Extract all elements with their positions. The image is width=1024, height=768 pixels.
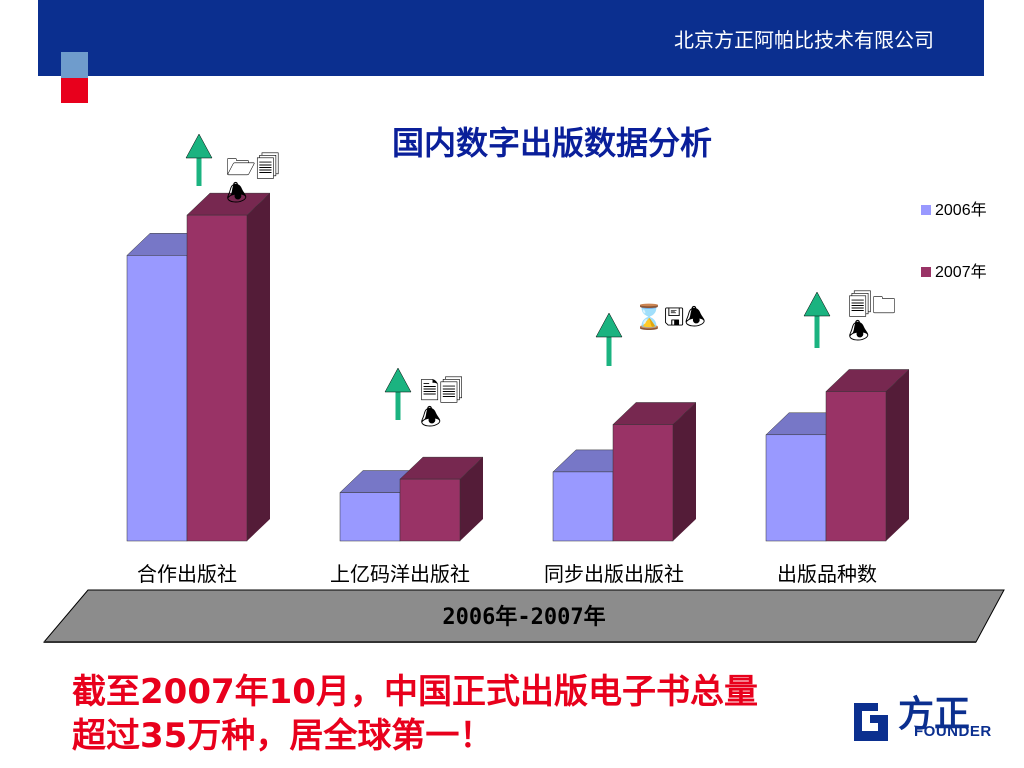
category-label-title-count: 出版品种数 xyxy=(777,562,877,586)
bar-side-1-2 xyxy=(673,402,696,541)
bar-side-1-1 xyxy=(460,457,483,541)
up-arrow-icon-0 xyxy=(185,133,213,159)
bar-side-1-3 xyxy=(886,369,909,541)
callout-line-2: 超过35万种，居全球第一！ xyxy=(72,716,494,756)
bar-1-3 xyxy=(825,391,887,542)
annotation-symbols-0: 🗁🗐🕭 xyxy=(226,153,280,207)
bar-1-0 xyxy=(186,214,248,542)
bar-1-1 xyxy=(399,478,461,542)
annotation-symbols-3: 🗐🗀🕭 xyxy=(848,291,896,345)
bar-side-1-0 xyxy=(247,193,270,541)
legend-swatch-2007 xyxy=(921,267,931,277)
legend-item-2007: 2007年 xyxy=(921,258,987,282)
decor-square-blue xyxy=(61,52,88,78)
annotation-symbols-1: 🗎🗐🕭 xyxy=(420,377,464,431)
company-name: 北京方正阿帕比技术有限公司 xyxy=(674,28,934,52)
bar-0-2 xyxy=(552,471,614,542)
up-arrow-icon-1 xyxy=(384,367,412,393)
bar-1-2 xyxy=(612,424,674,542)
bar-0-1 xyxy=(339,492,401,542)
decor-square-red xyxy=(61,78,88,103)
bar-0-0 xyxy=(126,255,188,542)
period-label: 2006年-2007年 xyxy=(442,605,606,630)
founder-logo-mark-icon xyxy=(854,703,888,741)
annotation-symbols-2: ⌛🖫🕭 xyxy=(634,303,706,331)
legend-swatch-2006 xyxy=(921,205,931,215)
category-label-billion-yuan-publishers: 上亿码洋出版社 xyxy=(330,562,470,586)
callout-line-1: 截至2007年10月，中国正式出版电子书总量 xyxy=(72,672,758,712)
callout-text: 截至2007年10月，中国正式出版电子书总量 超过35万种，居全球第一！ xyxy=(72,670,952,758)
founder-logo-en: FOUNDER xyxy=(914,723,992,740)
legend-item-2006: 2006年 xyxy=(921,196,987,220)
up-arrow-icon-2 xyxy=(595,312,623,338)
legend-label-2007: 2007年 xyxy=(935,264,987,281)
founder-logo-cn: 方正 xyxy=(898,694,971,735)
up-arrow-icon-3 xyxy=(803,291,831,317)
header-bar: 北京方正阿帕比技术有限公司 xyxy=(38,0,984,76)
founder-logo: 方正 FOUNDER xyxy=(848,695,998,745)
chart-title: 国内数字出版数据分析 xyxy=(391,124,712,162)
bar-0-3 xyxy=(765,434,827,542)
category-label-synchronous-publishers: 同步出版出版社 xyxy=(544,562,684,586)
category-label-cooperative-publishers: 合作出版社 xyxy=(137,562,237,586)
legend-label-2006: 2006年 xyxy=(935,202,987,219)
